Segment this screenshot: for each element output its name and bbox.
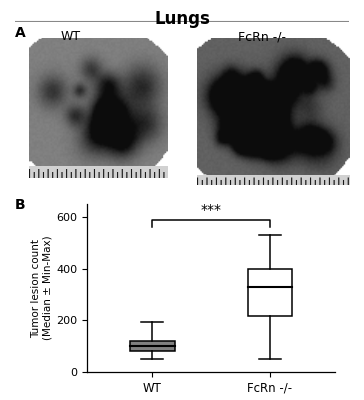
Text: FcRn -/-: FcRn -/- bbox=[238, 30, 286, 43]
Bar bbox=[130, 341, 175, 351]
Text: B: B bbox=[15, 198, 25, 212]
Text: WT: WT bbox=[61, 30, 81, 43]
Text: Lungs: Lungs bbox=[154, 10, 210, 28]
Y-axis label: Tumor lesion count
(Median ± Min-Max): Tumor lesion count (Median ± Min-Max) bbox=[31, 236, 52, 340]
Text: ***: *** bbox=[201, 204, 222, 218]
Text: A: A bbox=[15, 26, 25, 40]
Bar bbox=[248, 269, 292, 316]
